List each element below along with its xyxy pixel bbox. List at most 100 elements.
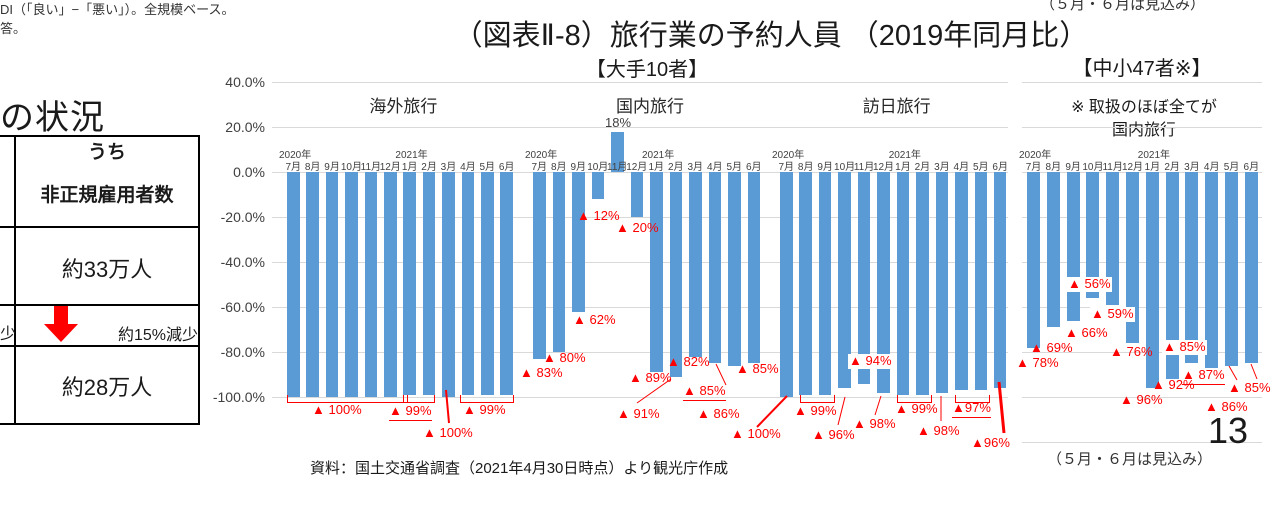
month-label: 5月 bbox=[1223, 162, 1240, 173]
month-label: 7月 bbox=[285, 162, 302, 173]
gridline bbox=[272, 81, 1008, 83]
bar-overseas-10月 bbox=[345, 172, 358, 397]
bar-overseas-1月 bbox=[403, 172, 416, 395]
bar-smb-domestic-8月 bbox=[1046, 172, 1060, 328]
bar-domestic-8月 bbox=[552, 172, 565, 352]
gridline bbox=[1022, 351, 1262, 353]
data-label: ▲ 99% bbox=[895, 401, 938, 416]
bar-overseas-3月 bbox=[442, 172, 455, 397]
month-label: 7月 bbox=[1025, 162, 1042, 173]
forecast-note-top: （５月・６月は見込み） bbox=[1040, 0, 1206, 13]
bar-smb-domestic-12月 bbox=[1126, 172, 1139, 343]
table-value-after: 約28万人 bbox=[61, 375, 153, 400]
red-down-arrow-head bbox=[44, 324, 78, 342]
gridline bbox=[272, 216, 1008, 218]
bar-domestic-1月 bbox=[650, 172, 663, 373]
bar-overseas-5月 bbox=[481, 172, 494, 395]
small-panel-note: ※ 取扱のほぼ全てが 国内旅行 bbox=[1044, 96, 1244, 142]
bar-overseas-2月 bbox=[422, 172, 436, 395]
table-change-label: 約15%減少 bbox=[117, 327, 198, 344]
year-label: 2020年 bbox=[525, 150, 558, 161]
month-label: 8月 bbox=[797, 162, 814, 173]
table-border bbox=[0, 423, 200, 425]
month-label: 6月 bbox=[1243, 162, 1260, 173]
y-axis-tick-label: 20.0% bbox=[225, 119, 265, 135]
bar-smb-domestic-5月 bbox=[1225, 172, 1238, 366]
bar-overseas-11月 bbox=[364, 172, 378, 397]
bar-inbound-7月 bbox=[780, 172, 793, 397]
month-label: 10月 bbox=[587, 162, 609, 173]
small-panel-note-line1: ※ 取扱のほぼ全てが bbox=[1071, 99, 1217, 116]
data-label: ▲ 100% bbox=[423, 425, 473, 440]
month-label: 1月 bbox=[895, 162, 911, 173]
bar-inbound-1月 bbox=[896, 172, 910, 395]
table-border bbox=[0, 135, 200, 137]
forecast-note-bottom: （５月・６月は見込み） bbox=[1047, 451, 1213, 468]
bar-smb-domestic-6月 bbox=[1244, 172, 1258, 364]
bar-inbound-12月 bbox=[877, 172, 890, 393]
month-label: 4月 bbox=[1203, 162, 1220, 173]
y-axis-tick-label: -20.0% bbox=[220, 209, 265, 225]
month-label: 9月 bbox=[817, 162, 833, 173]
bar-domestic-7月 bbox=[533, 172, 546, 359]
year-label: 2021年 bbox=[395, 150, 428, 161]
bar-overseas-4月 bbox=[461, 172, 475, 395]
month-label: 8月 bbox=[1045, 162, 1062, 173]
bar-inbound-3月 bbox=[935, 172, 949, 393]
table-border bbox=[0, 226, 200, 228]
bar-domestic-12月 bbox=[630, 172, 643, 217]
month-label: 11月 bbox=[853, 162, 875, 173]
bar-domestic-5月 bbox=[728, 172, 741, 366]
data-label: ▲ 98% bbox=[853, 416, 896, 431]
data-label: ▲ 96% bbox=[1120, 392, 1163, 407]
month-label: 12月 bbox=[626, 162, 648, 173]
data-label: ▲ 69% bbox=[1030, 340, 1073, 355]
month-label: 3月 bbox=[440, 162, 457, 173]
red-down-arrow bbox=[54, 306, 68, 325]
data-label: ▲ 56% bbox=[1067, 276, 1112, 292]
data-label: ▲ 89% bbox=[629, 370, 672, 385]
top-left-note-line2: 答。 bbox=[0, 21, 27, 36]
data-label: 18% bbox=[605, 115, 632, 130]
month-label: 6月 bbox=[992, 162, 1008, 173]
table-header-line1: うち bbox=[87, 142, 126, 163]
data-label: ▲ 85% bbox=[1162, 339, 1207, 355]
bar-inbound-8月 bbox=[799, 172, 812, 395]
bar-domestic-4月 bbox=[708, 172, 721, 364]
month-label: 11月 bbox=[1102, 162, 1123, 173]
data-label: ▲ 20% bbox=[616, 220, 659, 235]
bar-overseas-12月 bbox=[384, 172, 397, 397]
data-label: ▲ 83% bbox=[520, 365, 563, 380]
range-bracket bbox=[460, 395, 514, 403]
table-border bbox=[14, 135, 16, 425]
table-border bbox=[0, 345, 200, 347]
month-label: 8月 bbox=[304, 162, 321, 173]
bar-inbound-9月 bbox=[818, 172, 832, 395]
gridline bbox=[1022, 81, 1262, 83]
month-label: 9月 bbox=[324, 162, 340, 173]
table-border bbox=[198, 135, 200, 425]
bar-overseas-9月 bbox=[325, 172, 339, 397]
y-axis-tick-label: -60.0% bbox=[220, 299, 265, 315]
bar-overseas-6月 bbox=[500, 172, 513, 395]
data-label: ▲ 78% bbox=[1016, 355, 1059, 370]
month-label: 5月 bbox=[726, 162, 743, 173]
month-label: 9月 bbox=[570, 162, 587, 173]
month-label: 8月 bbox=[550, 162, 567, 173]
leader-line bbox=[1228, 365, 1238, 381]
gridline bbox=[272, 396, 1008, 398]
data-label: ▲ 87% bbox=[1182, 367, 1225, 385]
gridline bbox=[1022, 396, 1262, 398]
data-label: ▲97% bbox=[952, 400, 991, 418]
bar-smb-domestic-2月 bbox=[1165, 172, 1179, 379]
y-axis-tick-label: 0.0% bbox=[233, 164, 265, 180]
gridline bbox=[272, 126, 1008, 128]
month-label: 6月 bbox=[745, 162, 762, 173]
bar-overseas-8月 bbox=[306, 172, 319, 397]
page-number: 13 bbox=[1208, 410, 1249, 451]
bar-smb-domestic-1月 bbox=[1145, 172, 1159, 388]
bar-inbound-5月 bbox=[974, 172, 987, 391]
month-label: 2月 bbox=[1164, 162, 1180, 173]
table-left-cell-fragment: 少 bbox=[0, 326, 17, 343]
month-label: 11月 bbox=[360, 162, 382, 173]
